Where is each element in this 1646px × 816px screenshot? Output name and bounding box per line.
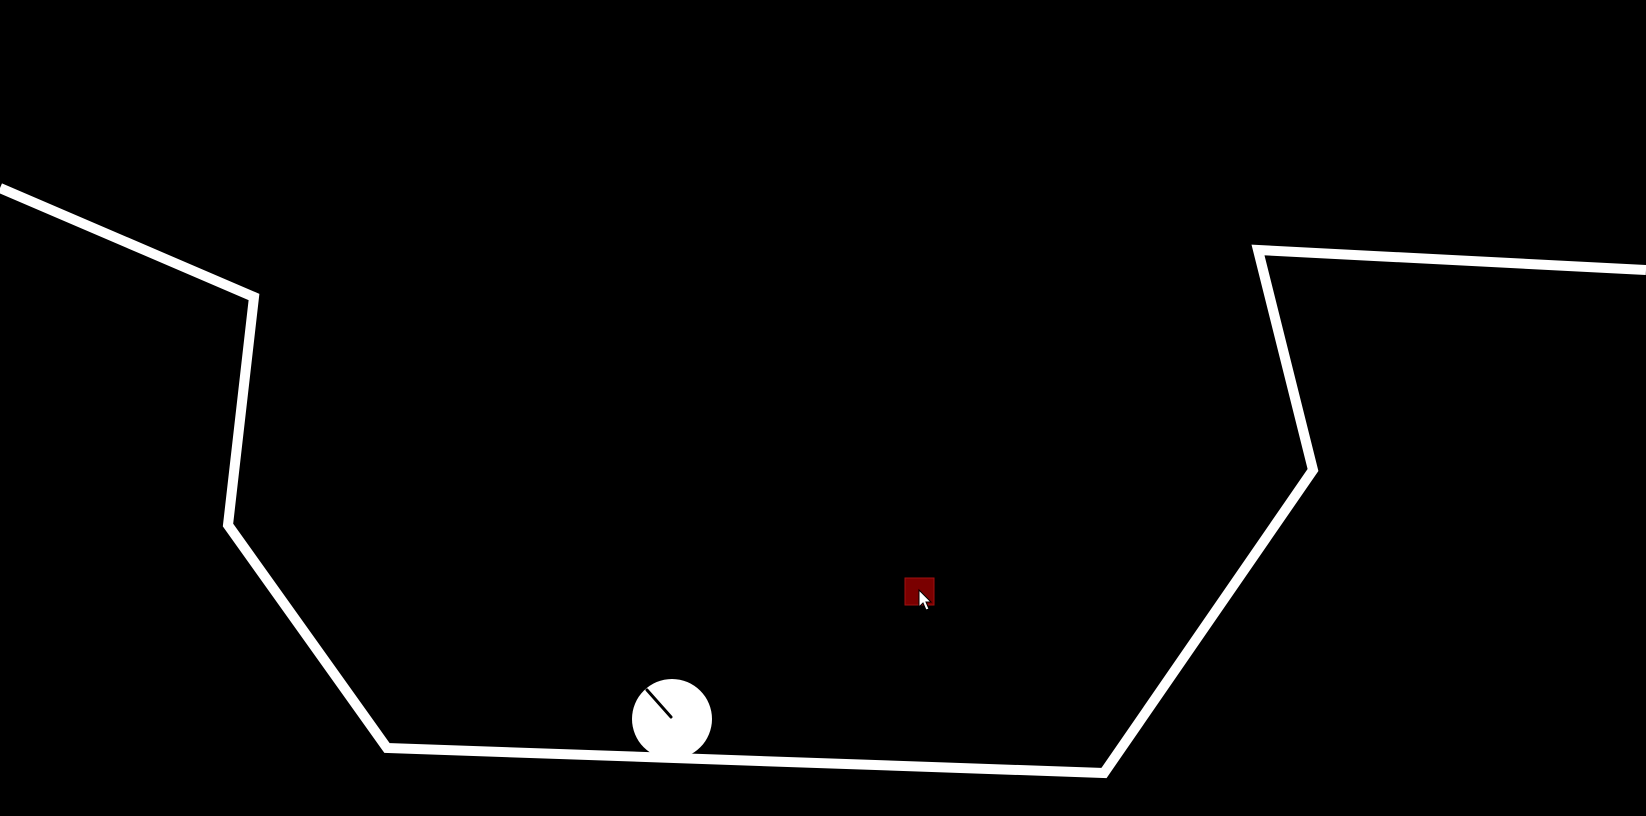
terrain-line: [0, 183, 1646, 779]
mouse-pointer-icon: [918, 588, 933, 611]
ball-body: [632, 679, 712, 759]
ball[interactable]: [632, 679, 712, 759]
ball-rotation-marker: [645, 688, 673, 719]
